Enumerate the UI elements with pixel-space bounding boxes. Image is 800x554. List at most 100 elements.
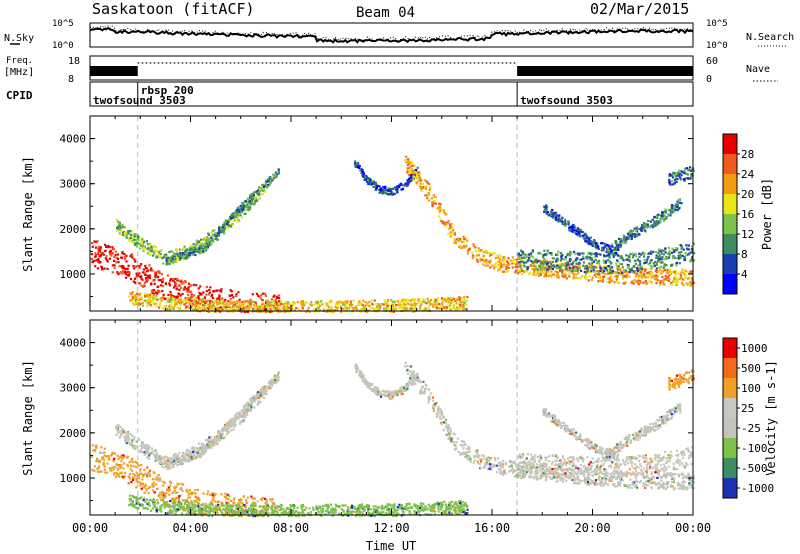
- echo-cell: [210, 300, 213, 303]
- echo-cell: [616, 268, 619, 271]
- echo-cell: [160, 249, 163, 252]
- freq-right-tick-top: 60: [706, 56, 718, 67]
- echo-cell: [135, 502, 138, 505]
- echo-cell: [223, 227, 226, 230]
- echo-cell: [361, 507, 364, 510]
- echo-cell: [626, 273, 629, 276]
- echo-cell: [466, 295, 469, 299]
- echo-cell: [588, 238, 591, 241]
- echo-cell: [199, 298, 202, 301]
- echo-cell: [172, 297, 175, 300]
- echo-cell: [171, 255, 174, 258]
- echo-cell: [238, 502, 241, 506]
- echo-cell: [649, 220, 652, 223]
- echo-cell: [500, 260, 503, 263]
- echo-cell: [255, 190, 258, 193]
- echo-cell: [602, 267, 606, 270]
- echo-cell: [498, 264, 501, 268]
- echo-cell: [341, 301, 344, 304]
- colorbar-swatch-4: [723, 194, 737, 214]
- echo-cell: [535, 258, 538, 261]
- echo-cell: [674, 270, 677, 273]
- echo-cell: [310, 304, 313, 307]
- echo-cell: [639, 280, 642, 283]
- echo-cell: [203, 513, 206, 516]
- echo-cell: [687, 244, 690, 247]
- echo-cell: [247, 514, 250, 517]
- echo-cell: [562, 220, 565, 224]
- echo-cell: [457, 507, 461, 510]
- echo-cell: [179, 252, 182, 255]
- echo-cell: [382, 308, 385, 311]
- echo-cell: [536, 260, 540, 263]
- echo-cell: [114, 250, 117, 253]
- echo-cell: [686, 277, 689, 280]
- power-y-label: Slant Range [km]: [21, 156, 35, 272]
- echo-cell: [198, 306, 201, 309]
- echo-cell: [137, 235, 140, 239]
- echo-cell: [201, 244, 204, 247]
- echo-cell: [266, 183, 269, 187]
- echo-cell: [516, 260, 519, 264]
- echo-cell: [203, 299, 206, 302]
- echo-cell: [203, 304, 206, 307]
- echo-cell: [441, 299, 444, 302]
- echo-cell: [598, 276, 601, 279]
- echo-cell: [661, 214, 664, 217]
- echo-cell: [575, 232, 578, 235]
- echo-cell: [120, 265, 123, 268]
- echo-cell: [328, 309, 331, 312]
- echo-cell: [138, 266, 141, 269]
- echo-cell: [262, 310, 266, 313]
- echo-cell: [184, 307, 187, 310]
- echo-cell: [408, 172, 411, 175]
- echo-cell: [148, 472, 151, 475]
- echo-cell: [571, 223, 575, 227]
- echo-cell: [572, 260, 575, 263]
- echo-cell: [183, 286, 186, 289]
- echo-cell: [178, 284, 181, 287]
- echo-cell: [266, 509, 269, 512]
- echo-cell: [184, 251, 187, 254]
- echo-cell: [630, 280, 633, 283]
- echo-cell: [187, 298, 191, 301]
- echo-cell: [676, 200, 679, 203]
- echo-cell: [671, 283, 674, 286]
- echo-cell: [479, 248, 483, 252]
- echo-cell: [655, 263, 658, 266]
- echo-cell: [116, 468, 119, 471]
- echo-cell: [640, 229, 643, 232]
- echo-cell: [365, 174, 368, 177]
- echo-cell: [242, 512, 246, 515]
- echo-cell: [164, 495, 167, 498]
- echo-cell: [236, 309, 239, 312]
- echo-cell: [672, 279, 676, 282]
- echo-cell: [532, 264, 535, 267]
- echo-cell: [257, 294, 260, 297]
- echo-cell: [356, 164, 359, 167]
- echo-cell: [690, 271, 693, 274]
- echo-cell: [571, 277, 575, 280]
- echo-cell: [672, 171, 675, 174]
- echo-cell: [182, 483, 185, 486]
- echo-cell: [125, 260, 128, 263]
- echo-cell: [262, 507, 265, 510]
- echo-cell: [219, 289, 222, 292]
- echo-cell: [109, 253, 112, 256]
- echo-cell: [275, 301, 278, 304]
- echo-cell: [121, 223, 124, 226]
- echo-cell: [608, 277, 611, 280]
- echo-cell: [559, 269, 562, 272]
- echo-cell: [254, 509, 257, 513]
- echo-cell: [406, 302, 409, 305]
- echo-cell: [397, 303, 400, 306]
- echo-cell: [288, 302, 292, 306]
- echo-cell: [661, 211, 664, 214]
- echo-cell: [573, 273, 576, 276]
- echo-cell: [180, 286, 183, 289]
- echo-cell: [414, 169, 417, 172]
- echo-cell: [180, 279, 183, 282]
- echo-cell: [411, 306, 414, 309]
- echo-cell: [137, 302, 140, 305]
- echo-cell: [284, 510, 287, 513]
